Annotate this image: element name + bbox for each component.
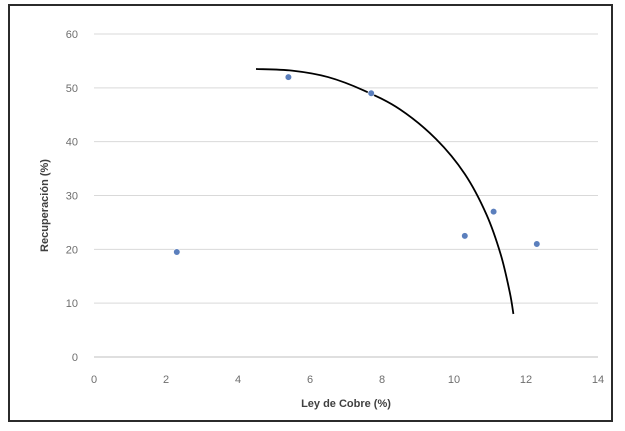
x-tick-label: 8 xyxy=(379,374,385,386)
x-tick-label: 10 xyxy=(448,374,460,386)
trend-curve-layer xyxy=(255,68,515,315)
y-tick-label: 60 xyxy=(66,29,78,41)
trend-curve xyxy=(255,68,515,315)
data-point-6 xyxy=(533,240,541,248)
y-tick-label: 50 xyxy=(66,83,78,95)
y-tick-label: 40 xyxy=(66,137,78,149)
data-point-1 xyxy=(173,248,181,256)
y-tick-label: 10 xyxy=(66,298,78,310)
data-point-3 xyxy=(367,89,375,97)
x-tick-label: 6 xyxy=(307,374,313,386)
x-tick-label: 14 xyxy=(592,374,604,386)
x-tick-label: 2 xyxy=(163,374,169,386)
y-tick-label: 20 xyxy=(66,244,78,256)
x-tick-label: 12 xyxy=(520,374,532,386)
chart-frame: 0 10 20 30 40 50 60 0 2 4 6 8 10 12 14 Ley de Cobre (%… xyxy=(8,4,613,422)
chart-svg: 0 10 20 30 40 50 60 0 2 4 6 8 10 12 14 Ley de Cobre (%… xyxy=(39,29,604,410)
x-axis-title: Ley de Cobre (%) xyxy=(301,398,391,410)
y-axis-title: Recuperación (%) xyxy=(39,159,51,252)
x-tick-label: 4 xyxy=(235,374,241,386)
data-points xyxy=(173,73,541,256)
x-tick-label: 0 xyxy=(91,374,97,386)
y-tick-label: 30 xyxy=(66,191,78,203)
data-point-4 xyxy=(461,232,469,240)
grid-layer xyxy=(94,33,598,304)
data-point-5 xyxy=(490,208,498,216)
data-point-2 xyxy=(284,73,293,81)
y-tick-label: 0 xyxy=(72,352,78,364)
tick-labels: 0 10 20 30 40 50 60 0 2 4 6 8 10 12 14 xyxy=(66,29,604,386)
